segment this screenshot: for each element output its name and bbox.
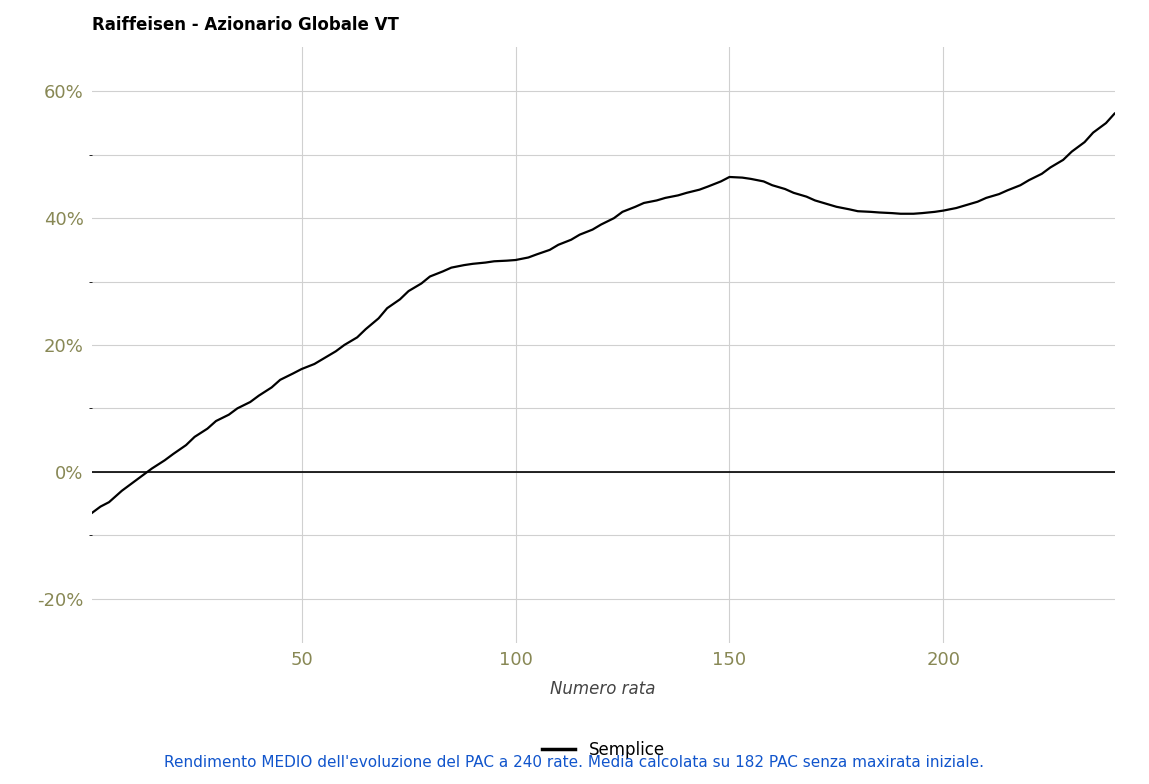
Text: Raiffeisen - Azionario Globale VT: Raiffeisen - Azionario Globale VT <box>92 16 399 34</box>
Legend: Semplice: Semplice <box>535 735 671 766</box>
Text: Rendimento MEDIO dell'evoluzione del PAC a 240 rate. Media calcolata su 182 PAC : Rendimento MEDIO dell'evoluzione del PAC… <box>164 754 985 770</box>
X-axis label: Numero rata: Numero rata <box>550 681 656 699</box>
